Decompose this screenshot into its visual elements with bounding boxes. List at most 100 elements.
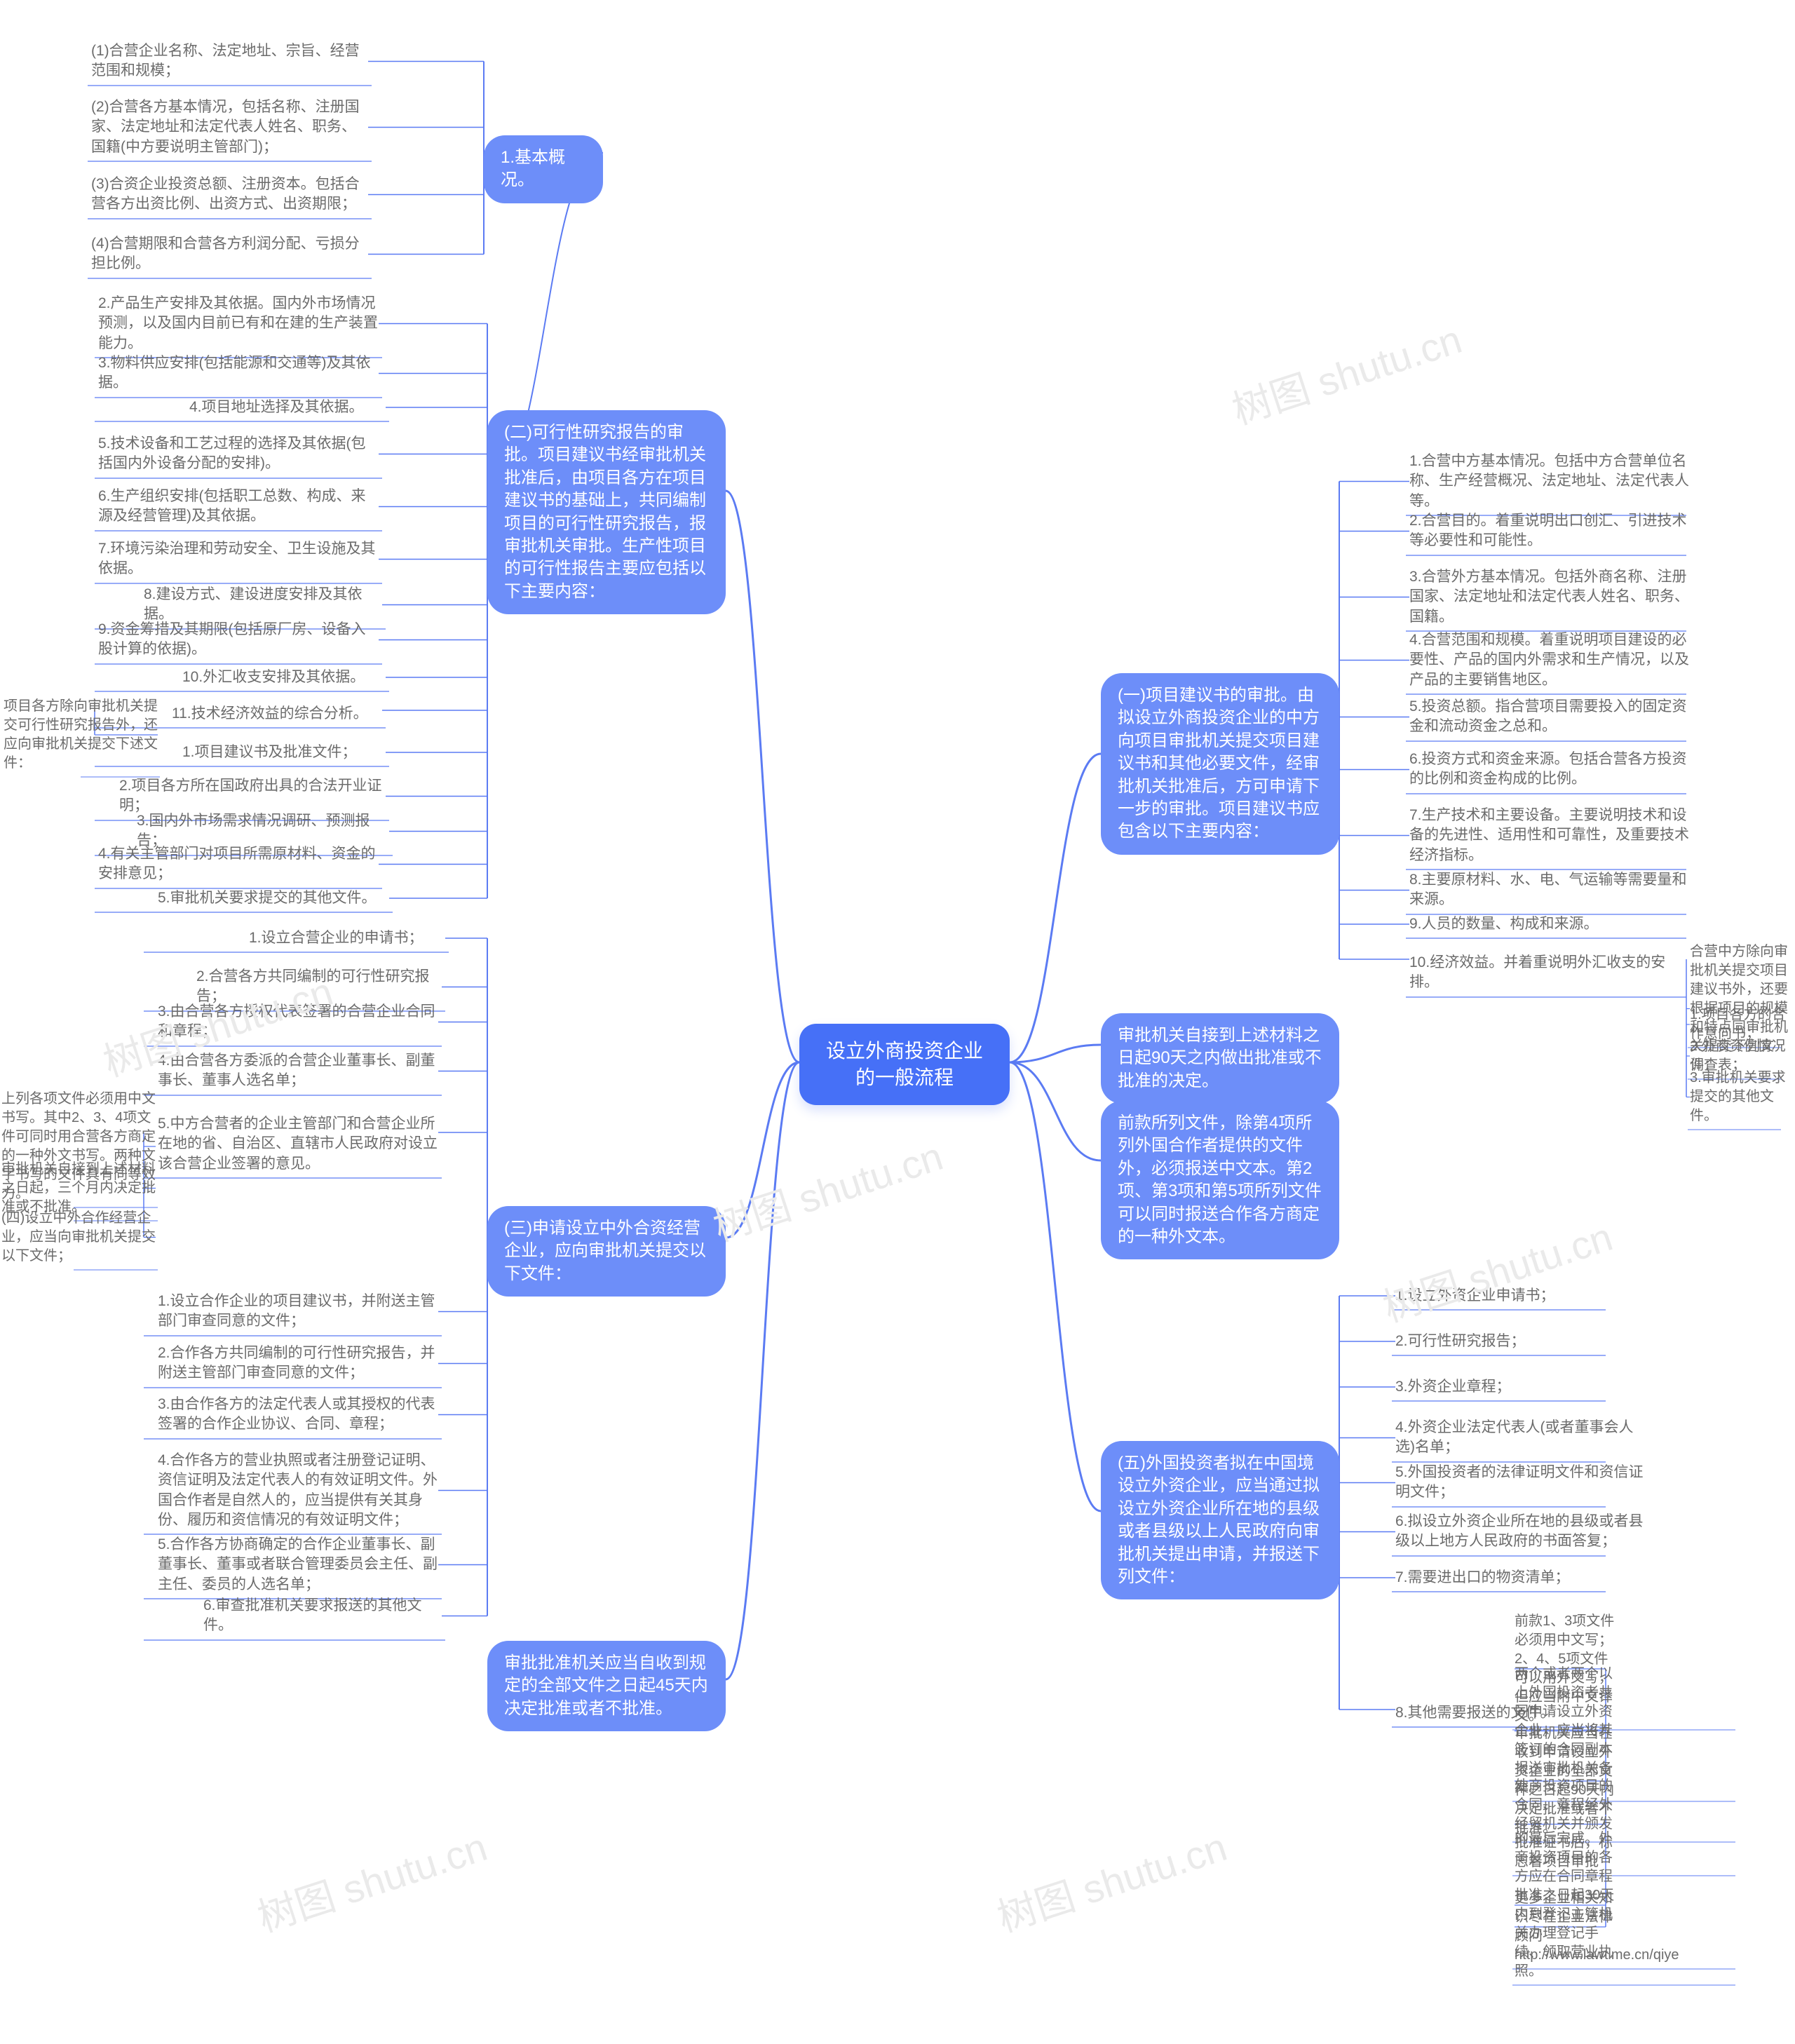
leaf-b1-1: 2.合营目的。着重说明出口创汇、引进技术等必要性和可能性。 — [1409, 508, 1690, 554]
leaf-b1-5-label: 6.投资方式和资金来源。包括合营各方投资的比例和资金构成的比例。 — [1409, 751, 1687, 787]
branch-b5-label: (五)外国投资者拟在中国境设立外资企业，应当通过拟设立外资企业所在地的县级或者县… — [1118, 1454, 1320, 1586]
leaf-bL2-2-label: 4.项目地址选择及其依据。 — [189, 399, 364, 415]
leaf-b5-1: 2.可行性研究报告； — [1395, 1329, 1606, 1354]
leaf-b5-3-label: 4.外资企业法定代表人(或者董事会人选)名单； — [1395, 1419, 1634, 1455]
leaf-b1-0: 1.合营中方基本情况。包括中方合营单位名称、生产经营概况、法定地址、法定代表人等… — [1409, 449, 1690, 514]
leaf-b1-8-label: 9.人员的数量、构成和来源。 — [1409, 916, 1599, 932]
leaf-b5-4: 5.外国投资者的法律证明文件和资信证明文件； — [1395, 1460, 1648, 1505]
sub-bL2-9-0-label: 项目各方除向审批机关提交可行性研究报告外，还应向审批机关提交下述文件： — [4, 698, 158, 771]
leaf-bL2-10-label: 1.项目建议书及批准文件； — [182, 744, 357, 760]
leaf-bL1-1: (2)合营各方基本情况，包括名称、注册国家、法定地址和法定代表人姓名、职务、国籍… — [91, 95, 368, 160]
leaf-bL2-14-label: 5.审批机关要求提交的其他文件。 — [158, 890, 377, 906]
branch-b1: (一)项目建议书的审批。由拟设立外商投资企业的中方向项目审批机关提交项目建议书和… — [1101, 673, 1339, 855]
branch-b3: 前款所列文件，除第4项所列外国合作者提供的文件外，必须报送中文本。第2项、第3项… — [1101, 1101, 1339, 1259]
leaf-bL3-9: 5.合作各方协商确定的合作企业董事长、副董事长、董事或者联合管理委员会主任、副主… — [158, 1532, 438, 1597]
sub-b1-9-3: 3.审批机关要求提交的其他文件。 — [1690, 1066, 1795, 1128]
branch-b3-label: 前款所列文件，除第4项所列外国合作者提供的文件外，必须报送中文本。第2项、第3项… — [1118, 1114, 1322, 1246]
leaf-bL2-4: 6.生产组织安排(包括职工总数、构成、来源及经营管理)及其依据。 — [98, 484, 379, 529]
leaf-bL3-6-label: 2.合作各方共同编制的可行性研究报告，并附送主管部门审查同意的文件； — [158, 1345, 435, 1381]
watermark: 树图 shutu.cn — [1375, 1206, 1619, 1334]
branch-bL1-label: 1.基本概况。 — [501, 148, 565, 189]
sub-b1-9-3-label: 3.审批机关要求提交的其他文件。 — [1690, 1070, 1786, 1123]
branch-bL4-label: 审批批准机关应当自收到规定的全部文件之日起45天内决定批准或者不批准。 — [504, 1653, 708, 1718]
leaf-bL1-2: (3)合资企业投资总额、注册资本。包括合营各方出资比例、出资方式、出资期限； — [91, 172, 368, 217]
leaf-b1-3-label: 4.合营范围和规模。着重说明项目建设的必要性、产品的国内外需求和生产情况，以及产… — [1409, 632, 1689, 688]
leaf-b1-2-label: 3.合营外方基本情况。包括外商名称、注册国家、法定地址和法定代表人姓名、职务、国… — [1409, 569, 1689, 625]
leaf-b5-1-label: 2.可行性研究报告； — [1395, 1333, 1526, 1349]
branch-b1-label: (一)项目建议书的审批。由拟设立外商投资企业的中方向项目审批机关提交项目建议书和… — [1118, 686, 1320, 841]
leaf-bL3-3: 4.由合营各方委派的合营企业董事长、副董事长、董事人选名单； — [158, 1048, 438, 1094]
branch-bL1: 1.基本概况。 — [484, 135, 603, 203]
branch-bL4: 审批批准机关应当自收到规定的全部文件之日起45天内决定批准或者不批准。 — [487, 1641, 726, 1731]
mindmap-canvas: 设立外商投资企业的一般流程 (一)项目建议书的审批。由拟设立外商投资企业的中方向项… — [0, 0, 1795, 2044]
branch-bL3: (三)申请设立中外合资经营企业，应向审批机关提交以下文件： — [487, 1206, 726, 1297]
leaf-bL3-7: 3.由合作各方的法定代表人或其授权的代表签署的合作企业协议、合同、章程； — [158, 1392, 438, 1437]
leaf-bL2-8: 10.外汇收支安排及其依据。 — [182, 665, 386, 690]
leaf-b1-7-label: 8.主要原材料、水、电、气运输等需要量和来源。 — [1409, 872, 1687, 907]
leaf-bL1-2-label: (3)合资企业投资总额、注册资本。包括合营各方出资比例、出资方式、出资期限； — [91, 176, 360, 212]
branch-bL2-label: (二)可行性研究报告的审批。项目建议书经审批机关批准后，由项目各方在项目建议书的… — [504, 423, 706, 601]
leaf-bL2-1: 3.物料供应安排(包括能源和交通等)及其依据。 — [98, 351, 379, 396]
watermark: 树图 shutu.cn — [250, 1816, 494, 1944]
leaf-b1-5: 6.投资方式和资金来源。包括合营各方投资的比例和资金构成的比例。 — [1409, 747, 1690, 792]
leaf-b1-9-label: 10.经济效益。并着重说明外汇收支的安排。 — [1409, 954, 1665, 990]
leaf-bL3-5-label: 1.设立合作企业的项目建议书，并附送主管部门审查同意的文件； — [158, 1293, 435, 1329]
leaf-bL2-10: 1.项目建议书及批准文件； — [182, 740, 386, 765]
leaf-b1-9: 10.经济效益。并着重说明外汇收支的安排。 — [1409, 950, 1686, 996]
leaf-bL3-8: 4.合作各方的营业执照或者注册登记证明、资信证明及法定代表人的有效证明文件。外国… — [158, 1448, 438, 1533]
leaf-bL3-7-label: 3.由合作各方的法定代表人或其授权的代表签署的合作企业协议、合同、章程； — [158, 1396, 435, 1432]
leaf-b5-0-label: 1.设立外资企业申请书； — [1395, 1287, 1555, 1304]
leaf-bL3-6: 2.合作各方共同编制的可行性研究报告，并附送主管部门审查同意的文件； — [158, 1341, 438, 1386]
leaf-bL1-0: (1)合营企业名称、法定地址、宗旨、经营范围和规模； — [91, 39, 368, 84]
leaf-bL2-3: 5.技术设备和工艺过程的选择及其依据(包括国内外设备分配的安排)。 — [98, 431, 379, 477]
watermark: 树图 shutu.cn — [989, 1816, 1233, 1944]
leaf-b5-5: 6.拟设立外资企业所在地的县级或者县级以上地方人民政府的书面答复； — [1395, 1509, 1648, 1555]
leaf-bL3-3-label: 4.由合营各方委派的合营企业董事长、副董事长、董事人选名单； — [158, 1053, 435, 1088]
leaf-bL2-7-label: 9.资金筹措及其期限(包括原厂房、设备入股计算的依据)。 — [98, 621, 366, 657]
leaf-b1-8: 9.人员的数量、构成和来源。 — [1409, 912, 1690, 937]
leaf-bL3-0: 1.设立合营企业的申请书； — [249, 926, 445, 951]
leaf-bL1-0-label: (1)合营企业名称、法定地址、宗旨、经营范围和规模； — [91, 43, 360, 79]
sub-b5-7-5: 更多企业相关知识尽在企业法律顾问http://www.lawtime.cn/qi… — [1515, 1886, 1620, 1968]
leaf-bL1-3-label: (4)合营期限和合营各方利润分配、亏损分担比例。 — [91, 236, 360, 271]
sub-bL2-9-0: 项目各方除向审批机关提交可行性研究报告外，还应向审批机关提交下述文件： — [4, 694, 158, 776]
leaf-bL2-9-label: 11.技术经济效益的综合分析。 — [172, 705, 368, 722]
leaf-bL3-9-label: 5.合作各方协商确定的合作企业董事长、副董事长、董事或者联合管理委员会主任、副主… — [158, 1536, 438, 1592]
leaf-b5-2-label: 3.外资企业章程； — [1395, 1379, 1511, 1395]
leaf-bL2-0-label: 2.产品生产安排及其依据。国内外市场情况预测，以及国内目前已有和在建的生产装置能… — [98, 295, 378, 351]
leaf-bL2-13-label: 4.有关主管部门对项目所需原材料、资金的安排意见； — [98, 846, 376, 881]
leaf-bL2-3-label: 5.技术设备和工艺过程的选择及其依据(包括国内外设备分配的安排)。 — [98, 435, 366, 471]
leaf-bL2-14: 5.审批机关要求提交的其他文件。 — [158, 886, 389, 911]
leaf-bL1-1-label: (2)合营各方基本情况，包括名称、注册国家、法定地址和法定代表人姓名、职务、国籍… — [91, 99, 360, 155]
leaf-b5-2: 3.外资企业章程； — [1395, 1374, 1606, 1400]
leaf-b1-7: 8.主要原材料、水、电、气运输等需要量和来源。 — [1409, 867, 1690, 913]
branch-b2-label: 审批机关自接到上述材料之日起90天之内做出批准或不批准的决定。 — [1118, 1026, 1322, 1090]
leaf-b1-4-label: 5.投资总额。指合营项目需要投入的固定资金和流动资金之总和。 — [1409, 698, 1687, 734]
leaf-bL2-4-label: 6.生产组织安排(包括职工总数、构成、来源及经营管理)及其依据。 — [98, 488, 366, 524]
leaf-b1-3: 4.合营范围和规模。着重说明项目建设的必要性、产品的国内外需求和生产情况，以及产… — [1409, 628, 1690, 693]
leaf-bL3-8-label: 4.合作各方的营业执照或者注册登记证明、资信证明及法定代表人的有效证明文件。外国… — [158, 1452, 438, 1528]
leaf-bL3-0-label: 1.设立合营企业的申请书； — [249, 930, 424, 946]
leaf-b1-6-label: 7.生产技术和主要设备。主要说明技术和设备的先进性、适用性和可靠性，及重要技术经… — [1409, 807, 1689, 863]
watermark: 树图 shutu.cn — [705, 1125, 949, 1253]
leaf-bL1-3: (4)合营期限和合营各方利润分配、亏损分担比例。 — [91, 231, 368, 277]
leaf-bL2-13: 4.有关主管部门对项目所需原材料、资金的安排意见； — [98, 841, 379, 887]
leaf-bL2-5: 7.环境污染治理和劳动安全、卫生设施及其依据。 — [98, 536, 379, 582]
leaf-b1-6: 7.生产技术和主要设备。主要说明技术和设备的先进性、适用性和可靠性，及重要技术经… — [1409, 803, 1690, 868]
branch-bL2: (二)可行性研究报告的审批。项目建议书经审批机关批准后，由项目各方在项目建议书的… — [487, 410, 726, 614]
leaf-bL3-10: 6.审查批准机关要求报送的其他文件。 — [203, 1593, 442, 1639]
branch-b2: 审批机关自接到上述材料之日起90天之内做出批准或不批准的决定。 — [1101, 1013, 1339, 1104]
sub-bL3-4-2-label: (四)设立中外合作经营企业，应当向审批机关提交以下文件； — [1, 1210, 156, 1264]
leaf-bL2-7: 9.资金筹措及其期限(包括原厂房、设备入股计算的依据)。 — [98, 617, 379, 663]
leaf-b1-1-label: 2.合营目的。着重说明出口创汇、引进技术等必要性和可能性。 — [1409, 513, 1687, 548]
leaf-b5-0: 1.设立外资企业申请书； — [1395, 1283, 1606, 1308]
sub-b5-7-5-label: 更多企业相关知识尽在企业法律顾问http://www.lawtime.cn/qi… — [1515, 1890, 1679, 1963]
leaf-b1-2: 3.合营外方基本情况。包括外商名称、注册国家、法定地址和法定代表人姓名、职务、国… — [1409, 564, 1690, 630]
leaf-bL3-5: 1.设立合作企业的项目建议书，并附送主管部门审查同意的文件； — [158, 1289, 438, 1334]
root-node-label: 设立外商投资企业的一般流程 — [826, 1040, 983, 1088]
leaf-bL3-10-label: 6.审查批准机关要求报送的其他文件。 — [203, 1597, 422, 1633]
leaf-bL2-0: 2.产品生产安排及其依据。国内外市场情况预测，以及国内目前已有和在建的生产装置能… — [98, 291, 379, 356]
leaf-b5-6: 7.需要进出口的物资清单； — [1395, 1565, 1606, 1590]
sub-bL3-4-2: (四)设立中外合作经营企业，应当向审批机关提交以下文件； — [1, 1206, 156, 1268]
leaf-bL2-5-label: 7.环境污染治理和劳动安全、卫生设施及其依据。 — [98, 541, 376, 576]
